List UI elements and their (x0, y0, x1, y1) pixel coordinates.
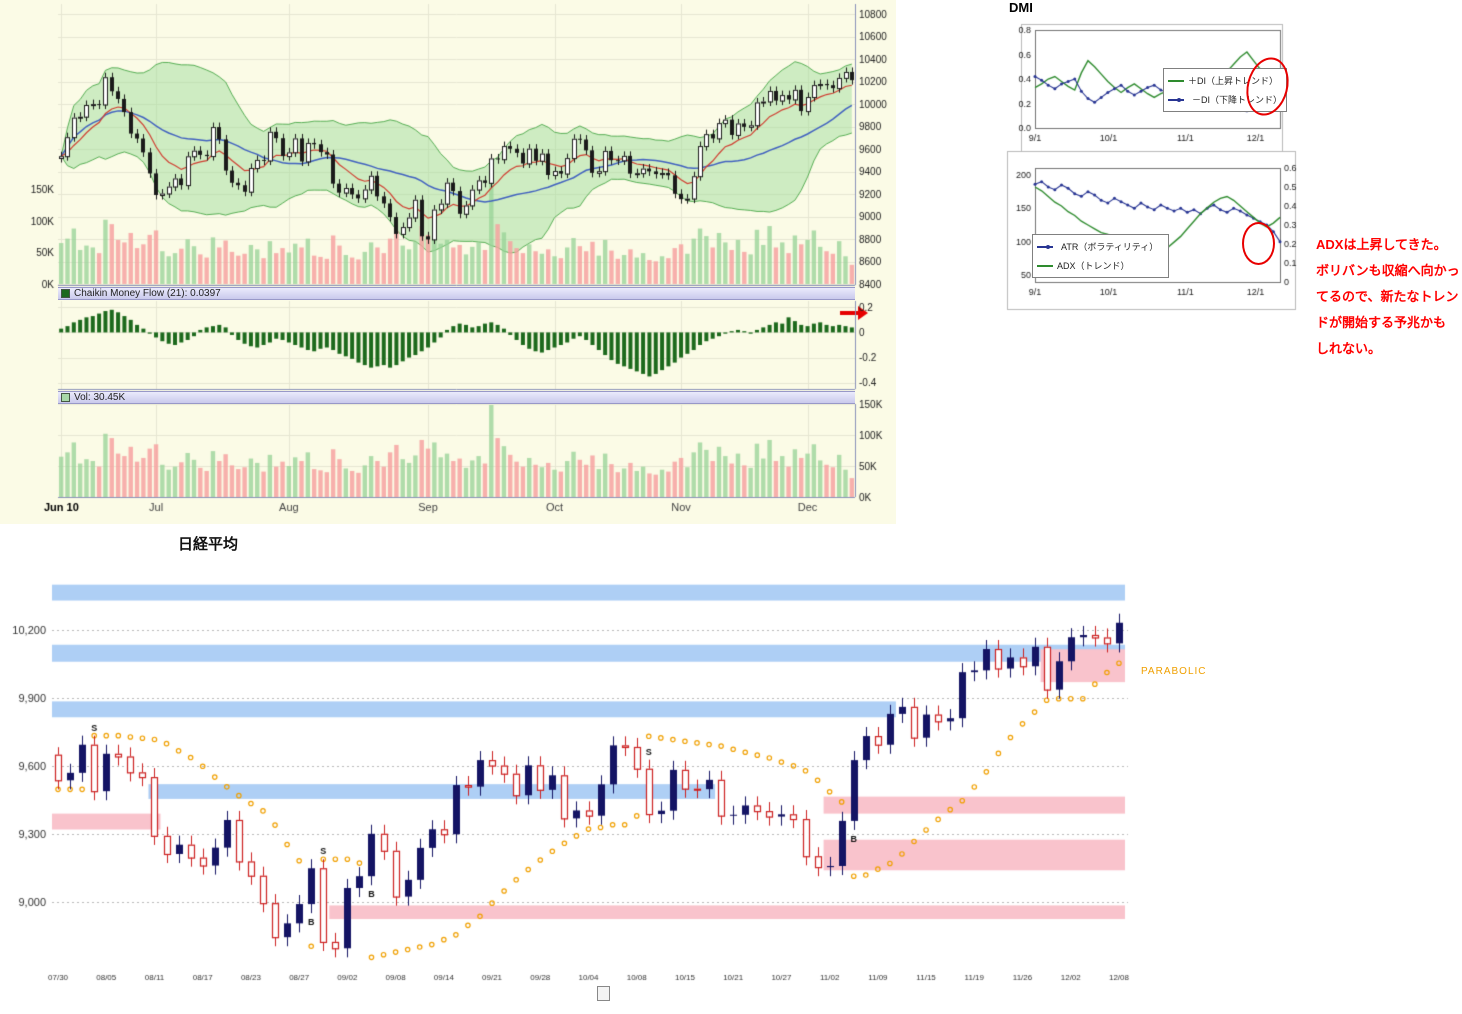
dmi-panel: DMI ＋DI（上昇トレンド） －DI（下降トレンド） ATR（ボラティリティ）… (995, 0, 1317, 326)
minus-di-label: －DI（下降トレンド） (1192, 95, 1283, 105)
minus-di-legend-item: －DI（下降トレンド） (1168, 93, 1282, 106)
adx-line-swatch (1037, 264, 1053, 267)
plus-di-label: ＋DI（上昇トレンド） (1188, 76, 1279, 86)
nikkei-canvas (0, 556, 1240, 1014)
vol-header: Vol: 30.45K (58, 391, 855, 404)
atr-label: ATR（ボラティリティ） (1061, 242, 1159, 252)
cmf-legend-swatch (61, 289, 70, 298)
nikkei-chart: 日経平均 PARABOLIC (0, 528, 1240, 1014)
minus-di-line-swatch (1168, 98, 1184, 101)
cmf-label: Chaikin Money Flow (21): 0.0397 (74, 288, 221, 299)
highlight-ellipse-adx (1242, 222, 1275, 265)
atr-adx-legend: ATR（ボラティリティ） ADX（トレンド） (1032, 234, 1169, 278)
annotation-line: しれない。 (1316, 341, 1382, 356)
annotation-line: ボリバンも収縮へ向かっ (1316, 263, 1460, 278)
nikkei-title: 日経平均 (178, 536, 239, 553)
small-marker-box (597, 986, 610, 1001)
annotation-line: ADXは上昇してきた。 (1316, 237, 1447, 252)
atr-line-swatch (1037, 245, 1053, 248)
main-price-chart: Chaikin Money Flow (21): 0.0397 Vol: 30.… (0, 0, 900, 524)
minus-di-marker-swatch (1177, 97, 1181, 102)
plus-di-legend-item: ＋DI（上昇トレンド） (1168, 74, 1282, 87)
parabolic-label: PARABOLIC (1141, 666, 1207, 677)
annotation-note: ADXは上昇してきた。 ボリバンも収縮へ向かっ てるので、新たなトレン ドが開始… (1316, 232, 1462, 362)
annotation-line: てるので、新たなトレン (1316, 289, 1459, 304)
vol-label: Vol: 30.45K (74, 392, 126, 403)
annotation-line: ドが開始する予兆かも (1316, 315, 1447, 330)
atr-legend-item: ATR（ボラティリティ） (1037, 240, 1164, 253)
plus-di-line-swatch (1168, 79, 1184, 82)
cmf-header: Chaikin Money Flow (21): 0.0397 (58, 287, 855, 300)
main-price-canvas (0, 0, 900, 524)
atr-marker-swatch (1046, 244, 1050, 249)
di-legend: ＋DI（上昇トレンド） －DI（下降トレンド） (1163, 68, 1287, 112)
adx-label: ADX（トレンド） (1057, 261, 1130, 271)
adx-legend-item: ADX（トレンド） (1037, 259, 1164, 272)
vol-legend-swatch (61, 393, 70, 402)
